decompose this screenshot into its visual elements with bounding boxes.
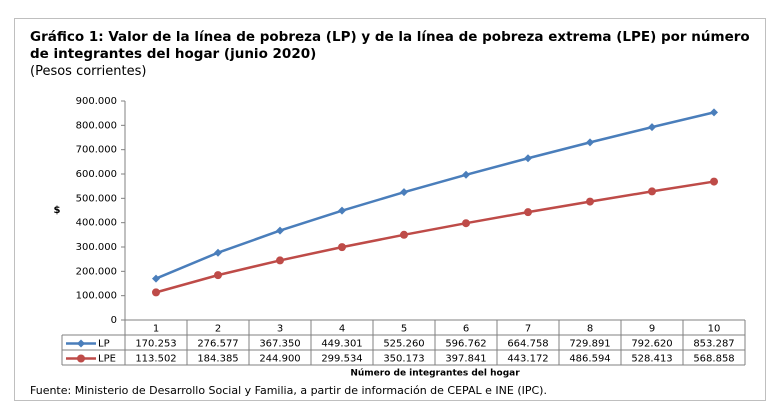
marker xyxy=(524,208,532,217)
legend-label: LPE xyxy=(98,354,116,365)
marker xyxy=(400,188,408,197)
x-tick-label: 5 xyxy=(401,324,407,335)
y-tick-label: 400.000 xyxy=(76,218,117,229)
x-tick-label: 7 xyxy=(525,324,531,335)
table-value: 486.594 xyxy=(569,354,610,365)
marker xyxy=(214,271,222,280)
table-value: 853.287 xyxy=(693,339,734,350)
chart: $ Número de integrantes del hogar 0 100.0… xyxy=(54,96,746,379)
table-value: 299.534 xyxy=(321,354,362,365)
series-line xyxy=(155,111,715,280)
marker xyxy=(338,243,346,252)
table-value: 596.762 xyxy=(445,339,486,350)
table-value: 350.173 xyxy=(383,354,424,365)
x-tick-label: 8 xyxy=(587,324,593,335)
legend-label: LP xyxy=(98,339,110,350)
x-tick-label: 3 xyxy=(277,324,283,335)
table-value: 449.301 xyxy=(321,339,362,350)
table-value: 184.385 xyxy=(197,354,238,365)
table-value: 568.858 xyxy=(693,354,734,365)
marker xyxy=(400,230,408,239)
y-tick-label: 600.000 xyxy=(76,169,117,180)
marker xyxy=(710,108,718,117)
chart-title: Gráfico 1: Valor de la línea de pobreza … xyxy=(30,29,750,62)
x-tick-label: 6 xyxy=(463,324,469,335)
frame xyxy=(14,18,766,401)
y-tick-label: 900.000 xyxy=(76,96,117,107)
table-value: 525.260 xyxy=(383,339,424,350)
table-value: 729.891 xyxy=(569,339,610,350)
marker xyxy=(524,154,532,163)
y-tick-label: 700.000 xyxy=(76,145,117,156)
table-value: 528.413 xyxy=(631,354,672,365)
x-axis-label: Número de integrantes del hogar xyxy=(350,369,520,379)
marker xyxy=(710,177,718,186)
marker xyxy=(586,138,594,147)
y-tick-label: 0 xyxy=(111,315,117,326)
x-tick-label: 1 xyxy=(153,324,159,335)
table-value: 244.900 xyxy=(259,354,300,365)
marker xyxy=(276,256,284,265)
marker xyxy=(338,206,346,215)
legend-marker xyxy=(77,339,85,348)
legend-marker xyxy=(77,354,85,363)
table-value: 792.620 xyxy=(631,339,672,350)
marker xyxy=(586,197,594,206)
y-tick-label: 300.000 xyxy=(76,242,117,253)
marker xyxy=(152,274,160,283)
series-line xyxy=(155,180,715,294)
marker xyxy=(648,187,656,196)
x-tick-label: 4 xyxy=(339,324,345,335)
y-tick-label: 200.000 xyxy=(76,266,117,277)
marker xyxy=(648,123,656,132)
table-value: 276.577 xyxy=(197,339,238,350)
y-tick-label: 800.000 xyxy=(76,120,117,131)
table-value: 170.253 xyxy=(135,339,176,350)
table-value: 367.350 xyxy=(259,339,300,350)
y-tick-label: 500.000 xyxy=(76,193,117,204)
x-tick-label: 9 xyxy=(649,324,655,335)
source-note: Fuente: Ministerio de Desarrollo Social … xyxy=(30,384,547,397)
table-value: 397.841 xyxy=(445,354,486,365)
marker xyxy=(214,248,222,257)
x-tick-label: 10 xyxy=(708,324,721,335)
x-tick-label: 2 xyxy=(215,324,221,335)
table-value: 664.758 xyxy=(507,339,548,350)
marker xyxy=(276,226,284,235)
table-value: 443.172 xyxy=(507,354,548,365)
marker xyxy=(462,170,470,179)
marker xyxy=(152,288,160,297)
y-tick-label: 100.000 xyxy=(76,291,117,302)
y-axis-label: $ xyxy=(54,205,61,216)
chart-subtitle: (Pesos corrientes) xyxy=(30,64,147,79)
marker xyxy=(462,219,470,228)
table-value: 113.502 xyxy=(135,354,176,365)
